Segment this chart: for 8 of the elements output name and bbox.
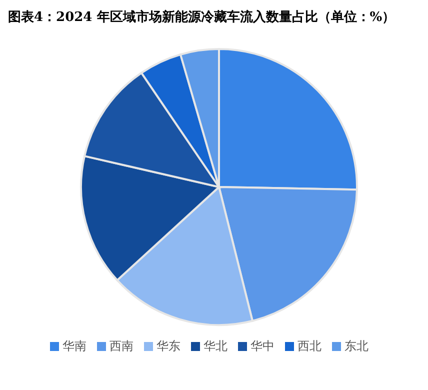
legend-label: 东北	[344, 339, 368, 353]
legend-label: 华北	[204, 339, 228, 353]
chart-title: 图表4：2024 年区域市场新能源冷藏车流入数量占比（单位：%）	[8, 8, 396, 27]
legend-label: 华南	[62, 339, 86, 353]
legend-label: 华东	[156, 339, 180, 353]
legend-label: 华中	[250, 339, 274, 353]
legend-label: 西北	[298, 339, 322, 353]
legend-label: 西南	[110, 339, 134, 353]
